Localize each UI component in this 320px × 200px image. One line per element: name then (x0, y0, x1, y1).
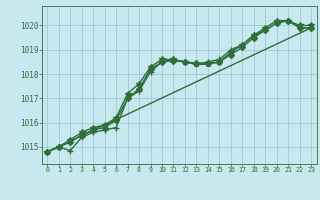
Text: Graphe pression niveau de la mer (hPa): Graphe pression niveau de la mer (hPa) (58, 184, 262, 193)
